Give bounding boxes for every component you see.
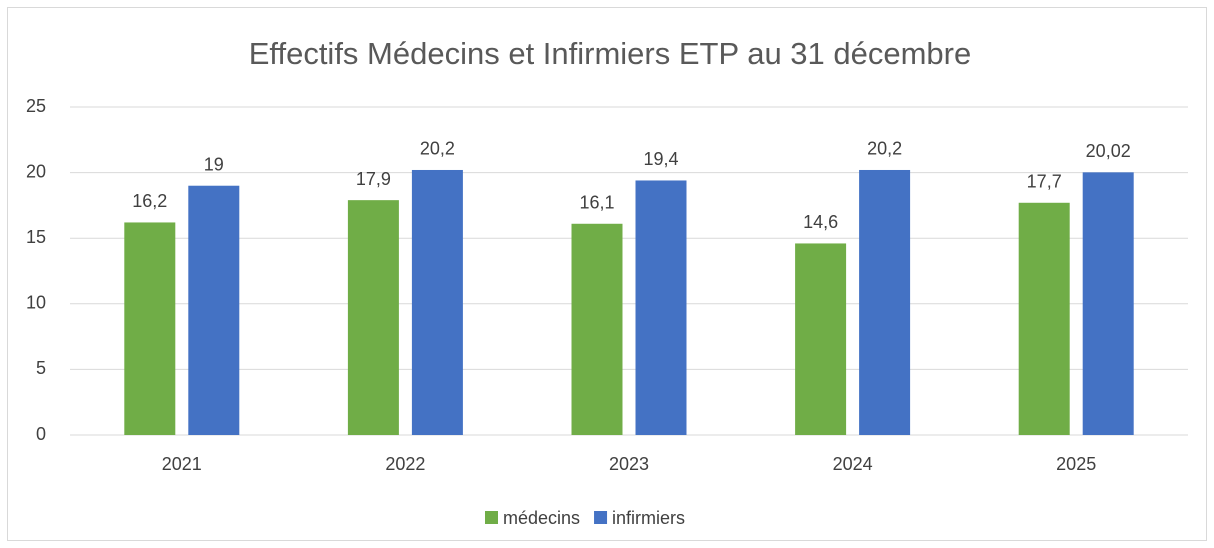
data-label: 14,6: [803, 212, 838, 232]
bar: [795, 243, 847, 435]
y-tick-label: 15: [26, 227, 46, 247]
data-label: 17,7: [1027, 172, 1062, 192]
data-label: 19: [204, 154, 224, 174]
y-tick-label: 25: [26, 96, 46, 116]
bar: [411, 169, 463, 435]
x-tick-label: 2023: [609, 454, 649, 474]
x-tick-label: 2025: [1056, 454, 1096, 474]
data-label: 17,9: [356, 169, 391, 189]
y-tick-label: 20: [26, 161, 46, 181]
data-label: 20,2: [420, 139, 455, 159]
legend-label: infirmiers: [612, 508, 685, 528]
legend-label: médecins: [503, 508, 580, 528]
bar: [1082, 172, 1134, 436]
bar: [571, 223, 623, 435]
bar: [1018, 202, 1070, 435]
data-label: 19,4: [643, 149, 678, 169]
data-label: 20,2: [867, 139, 902, 159]
data-label: 20,02: [1086, 141, 1131, 161]
y-tick-label: 10: [26, 293, 46, 313]
y-tick-label: 5: [36, 358, 46, 378]
chart-title: Effectifs Médecins et Infirmiers ETP au …: [249, 36, 972, 71]
bar: [635, 180, 687, 435]
bar: [347, 200, 399, 435]
bar: [188, 185, 240, 435]
x-tick-label: 2024: [833, 454, 873, 474]
legend-swatch: [594, 511, 608, 524]
data-label: 16,1: [579, 193, 614, 213]
y-tick-label: 0: [36, 424, 46, 444]
legend-swatch: [485, 511, 498, 524]
x-tick-label: 2021: [162, 454, 202, 474]
bar: [124, 222, 176, 435]
x-tick-label: 2022: [385, 454, 425, 474]
data-label: 16,2: [132, 191, 167, 211]
bar: [859, 169, 911, 435]
